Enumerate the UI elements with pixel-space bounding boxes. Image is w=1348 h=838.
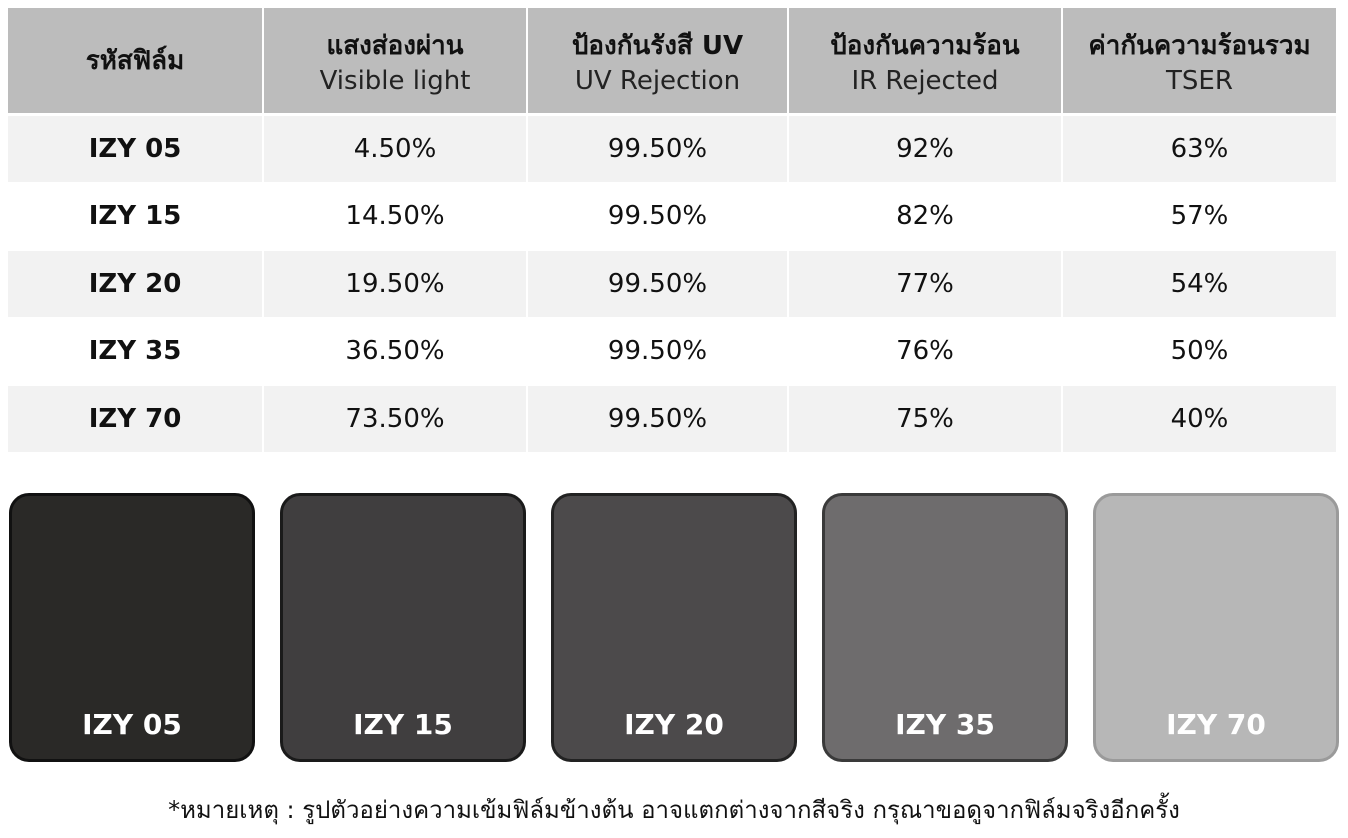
film-swatch: IZY 15: [280, 493, 526, 762]
value-cell: 73.50%: [264, 386, 526, 452]
film-code: IZY 05: [8, 116, 262, 182]
header-text: Visible light: [319, 66, 471, 96]
film-swatch: IZY 35: [822, 493, 1068, 762]
value-cell: 82%: [789, 183, 1061, 249]
value-cell: 36.50%: [264, 318, 526, 384]
value-cell: 40%: [1063, 386, 1336, 452]
film-swatch: IZY 20: [551, 493, 797, 762]
header-text: ป้องกันรังสี UV: [571, 31, 744, 61]
header-text: ค่ากันความร้อนรวม: [1088, 31, 1311, 61]
value-cell: 4.50%: [264, 116, 526, 182]
value-cell: 99.50%: [528, 251, 787, 317]
value-cell: 77%: [789, 251, 1061, 317]
header-text: รหัสฟิล์ม: [85, 46, 185, 76]
header-cell: ป้องกันความร้อน IR Rejected: [789, 8, 1061, 113]
film-code: IZY 20: [8, 251, 262, 317]
header-text: แสงส่องผ่าน: [326, 31, 464, 61]
film-code: IZY 35: [8, 318, 262, 384]
header-text: TSER: [1166, 66, 1233, 96]
header-cell: แสงส่องผ่าน Visible light: [264, 8, 526, 113]
value-cell: 99.50%: [528, 318, 787, 384]
value-cell: 92%: [789, 116, 1061, 182]
header-text: ป้องกันความร้อน: [830, 31, 1020, 61]
film-code: IZY 15: [8, 183, 262, 249]
value-cell: 63%: [1063, 116, 1336, 182]
value-cell: 19.50%: [264, 251, 526, 317]
value-cell: 54%: [1063, 251, 1336, 317]
value-cell: 14.50%: [264, 183, 526, 249]
film-code: IZY 70: [8, 386, 262, 452]
note: *หมายเหตุ : รูปตัวอย่างความเข้มฟิล์มข้าง…: [168, 796, 1180, 824]
value-cell: 99.50%: [528, 116, 787, 182]
value-cell: 57%: [1063, 183, 1336, 249]
value-cell: 50%: [1063, 318, 1336, 384]
value-cell: 99.50%: [528, 386, 787, 452]
header-cell: รหัสฟิล์ม: [8, 8, 262, 113]
header-cell: ค่ากันความร้อนรวม TSER: [1063, 8, 1336, 113]
film-swatch: IZY 05: [9, 493, 255, 762]
header-text: IR Rejected: [851, 66, 999, 96]
value-cell: 75%: [789, 386, 1061, 452]
value-cell: 76%: [789, 318, 1061, 384]
header-cell: ป้องกันรังสี UV UV Rejection: [528, 8, 787, 113]
header-text: UV Rejection: [574, 66, 741, 96]
value-cell: 99.50%: [528, 183, 787, 249]
film-swatch: IZY 70: [1093, 493, 1339, 762]
